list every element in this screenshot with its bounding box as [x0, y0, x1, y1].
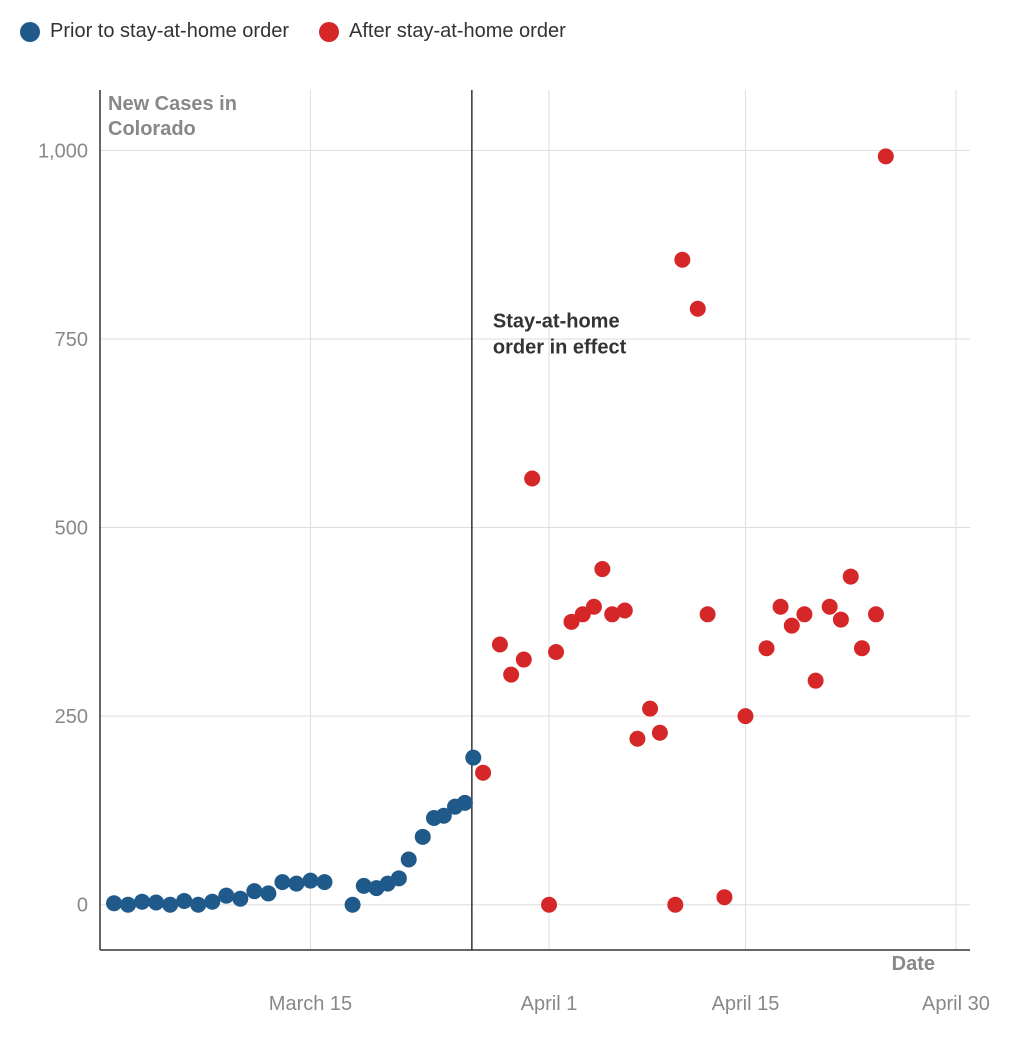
data-point-after	[878, 148, 894, 164]
data-point-after	[808, 673, 824, 689]
y-axis-title-line2: Colorado	[108, 118, 196, 140]
data-point-prior	[457, 795, 473, 811]
data-point-after	[541, 897, 557, 913]
data-point-after	[716, 889, 732, 905]
annotation-line1: Stay-at-home	[493, 311, 620, 333]
data-point-prior	[415, 829, 431, 845]
data-point-after	[854, 640, 870, 656]
x-tick-label: April 30	[922, 993, 990, 1015]
data-point-prior	[120, 897, 136, 913]
data-point-after	[690, 301, 706, 317]
data-point-after	[503, 667, 519, 683]
data-point-prior	[465, 750, 481, 766]
data-point-prior	[218, 888, 234, 904]
data-point-after	[475, 765, 491, 781]
data-point-prior	[246, 883, 262, 899]
data-point-after	[822, 599, 838, 615]
data-point-prior	[345, 897, 361, 913]
y-tick-label: 1,000	[38, 140, 88, 162]
data-point-after	[700, 606, 716, 622]
data-point-prior	[232, 891, 248, 907]
data-point-after	[516, 652, 532, 668]
data-point-after	[492, 636, 508, 652]
y-tick-label: 750	[55, 329, 88, 351]
data-point-prior	[204, 894, 220, 910]
data-point-after	[784, 618, 800, 634]
x-axis-title: Date	[892, 953, 935, 975]
data-point-prior	[401, 851, 417, 867]
chart-svg: 0 250 500 750 1,000 March 15 April 1 April 15 Ap…	[0, 0, 1010, 1040]
data-point-prior	[288, 876, 304, 892]
data-point-after	[843, 569, 859, 585]
data-point-after	[617, 603, 633, 619]
data-point-after	[586, 599, 602, 615]
data-point-prior	[274, 874, 290, 890]
data-point-after	[594, 561, 610, 577]
data-point-after	[773, 599, 789, 615]
data-point-after	[642, 701, 658, 717]
data-point-after	[548, 644, 564, 660]
data-point-prior	[148, 894, 164, 910]
data-point-prior	[176, 893, 192, 909]
data-point-prior	[317, 874, 333, 890]
x-tick-label: April 15	[712, 993, 780, 1015]
y-tick-label: 250	[55, 706, 88, 728]
data-point-prior	[134, 894, 150, 910]
data-point-after	[737, 708, 753, 724]
data-point-after	[524, 471, 540, 487]
data-point-prior	[302, 873, 318, 889]
data-point-prior	[106, 895, 122, 911]
data-point-after	[652, 725, 668, 741]
y-tick-label: 0	[77, 895, 88, 917]
data-point-after	[629, 731, 645, 747]
data-point-after	[868, 606, 884, 622]
data-point-prior	[190, 897, 206, 913]
chart-container: Prior to stay-at-home order After stay-a…	[0, 0, 1010, 1040]
data-point-after	[759, 640, 775, 656]
x-tick-label: March 15	[269, 993, 352, 1015]
y-tick-label: 500	[55, 518, 88, 540]
data-point-prior	[162, 897, 178, 913]
data-point-after	[674, 252, 690, 268]
annotation-line2: order in effect	[493, 337, 627, 359]
y-axis-title-line1: New Cases in	[108, 93, 237, 115]
x-tick-label: April 1	[521, 993, 578, 1015]
data-point-prior	[391, 870, 407, 886]
data-point-after	[667, 897, 683, 913]
data-point-prior	[260, 885, 276, 901]
data-point-after	[796, 606, 812, 622]
data-point-after	[833, 612, 849, 628]
